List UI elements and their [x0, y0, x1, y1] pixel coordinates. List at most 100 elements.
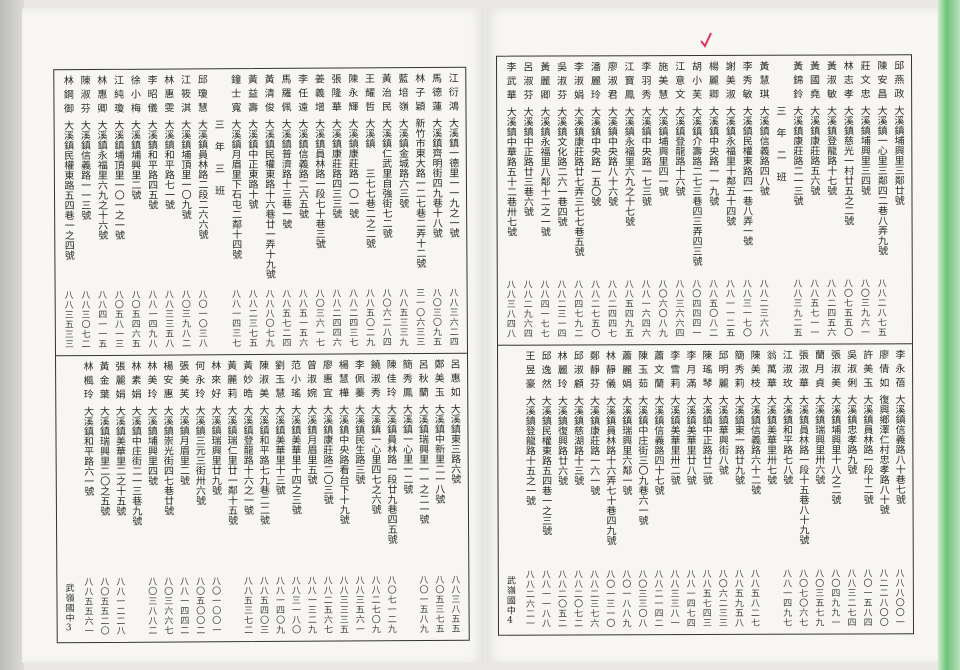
- student-phone: 八八三二七四: [845, 568, 856, 628]
- student-name: 江意文: [672, 61, 684, 104]
- student-name: 江淑玫: [780, 349, 792, 392]
- student-phone: 八八二五六七: [321, 575, 333, 635]
- student-name: 李秀敏: [740, 60, 752, 103]
- directory-entry: 饒淑秀 大溪鎮一心里四七之六號 八八二七〇九: [365, 354, 383, 640]
- directory-entry: 林楓玲 大溪鎮和平路六一號 八八五五六一: [78, 356, 96, 642]
- directory-entry: 江筱淇 大溪鎮埔頂里一〇九號 八〇三九八二: [175, 69, 193, 354]
- directory-entry: 呂淑芬 大溪鎮中正路廿三巷六號 八八二九六四: [518, 57, 535, 345]
- student-phone: 八〇一三一〇: [604, 569, 615, 629]
- student-phone: 八八三五六一: [353, 575, 364, 635]
- student-phone: 八八三九二五: [791, 278, 802, 338]
- directory-entry: 江純瓊 大溪鎮埔頂里一〇一之一號 八〇五八一三: [108, 70, 126, 355]
- student-address: 大溪鎮月眉里五號: [304, 404, 317, 485]
- student-address: 大溪鎮信義路六十二號: [748, 394, 760, 495]
- student-address: 大溪鎮永福里六九之十六號: [95, 119, 107, 241]
- student-address: 大溪鎮員林路一段十二號: [860, 394, 873, 505]
- directory-section-top: 邱燕政 大溪鎮埔興里三鄰廿號 陳安昌 大溪鎮一心里三鄰四二巷八弄九號 八八二八七五 莊文忠…: [496, 55, 912, 346]
- student-name: 呂惠如: [447, 358, 460, 401]
- student-phone: 八八二四四七: [605, 279, 617, 339]
- directory-entry: 江意文 大溪鎮登龍路十六號 八八三六六四: [670, 56, 687, 344]
- student-address: 大溪鎮美華里十四之三號: [288, 404, 301, 515]
- student-address: 大溪鎮美華里十三號: [272, 404, 285, 495]
- directory-entry: 張美芙 大溪鎮月眉里二號 八八一四四二: [174, 355, 192, 641]
- student-name: 施美慧: [655, 61, 667, 104]
- student-address: 大溪鎮三元三街卅六號: [192, 405, 205, 506]
- student-name: 王耀哲: [362, 73, 374, 116]
- student-name: 陳淑美: [256, 359, 268, 403]
- directory-entry: 黃慧琪 大溪鎮信義路四八號 八八二三六八: [754, 56, 771, 344]
- student-phone: 八〇七一二九: [385, 575, 396, 635]
- left-page: 江衍鴻 大溪鎮一德里一一九之一號 八八三六二四 馬德蓮 大溪鎮齊明街四九巷十八號 八〇三〇…: [22, 8, 484, 663]
- student-address: 大溪鎮康莊路一〇一號: [346, 118, 358, 219]
- directory-entry: 王耀哲 大溪鎮 三七七巷二之二號 八八五〇二九: [359, 68, 377, 353]
- student-address: 大溪鎮中央路八十六號: [605, 106, 617, 207]
- student-phone: 八〇三六一七: [313, 288, 324, 348]
- directory-entry: 鐘士寬 大溪鎮月眉里下石屯二鄰十四號 八八一四三七: [226, 69, 244, 354]
- student-name: 陳佳玲: [384, 359, 396, 402]
- student-address: 大溪鎮一心里一二號: [400, 404, 412, 495]
- student-name: 李羽秀: [638, 61, 651, 104]
- directory-entry: 李昭儀 大溪鎮和平路四五號 八八一四九八: [142, 70, 160, 355]
- directory-entry: 范小瑤 大溪鎮美華里十四之三號 八八三一八〇: [285, 355, 303, 641]
- student-address: 大溪鎮永福里八鄰十二之一號: [537, 106, 550, 237]
- student-address: 大溪鎮中央路一七三號: [639, 106, 651, 207]
- student-address: 大溪鎮登龍路十七號: [824, 105, 836, 196]
- student-name: 張隆華: [329, 73, 341, 116]
- student-phone: 八八一六四六: [639, 279, 650, 339]
- directory-entry: 黃治民 大溪鎮仁武里自強街七二號 八〇六二八四: [376, 68, 394, 353]
- directory-entry: 邱明麗 大溪鎮華興街八號 八〇六二三三: [713, 345, 730, 634]
- student-name: 李任遠: [295, 73, 307, 116]
- student-address: 大溪鎮民權東路五四巷一之三號: [539, 395, 551, 536]
- student-name: 鄭美玉: [431, 358, 444, 401]
- student-phone: 八八一四九八: [146, 289, 157, 349]
- student-name: 李昭儀: [144, 74, 157, 117]
- student-name: 林麗玲: [555, 350, 567, 393]
- student-name: 林來好: [208, 360, 220, 403]
- student-address: 大溪鎮瑞興里卅六號: [812, 394, 824, 485]
- student-phone: 八八四一一五: [96, 290, 107, 350]
- student-name: 蘭月貞: [812, 349, 824, 392]
- directory-entry: 簡秀莉 大溪鎮東一路廿九號 八八五九五八: [729, 345, 746, 634]
- student-name: 蕭麗娟: [619, 350, 631, 393]
- directory-entry: 李秀敏 大溪鎮民權東路四一巷八弄一號 八八三一七〇: [737, 56, 754, 344]
- student-name: 江衍鴻: [446, 72, 458, 115]
- directory-entry: 楊麗卿 大溪鎮中央路一一九號 八八五〇八二: [703, 56, 720, 344]
- student-address: 大溪鎮中央路看台下十九號: [336, 404, 349, 525]
- book-spine: [0, 0, 24, 670]
- directory-entry: 許美玉 大溪鎮員林路一段十二號 八〇一五八四: [858, 344, 875, 633]
- student-phone: 八八二六二一: [523, 569, 534, 629]
- student-phone: 八八五七四三: [700, 569, 711, 629]
- directory-entry: 林美玲 大溪鎮埔興里四號 八〇三八八二: [142, 356, 160, 642]
- student-name: 林美玲: [144, 360, 157, 403]
- student-name: 馬德蓮: [429, 72, 441, 115]
- directory-entry: 鄭靜芬 大溪鎮康莊路一六一號 八八二三七六: [584, 345, 601, 634]
- student-address: 大溪鎮康莊路廿七弄三七七巷五號: [571, 106, 584, 257]
- student-phone: 八八二四四六: [330, 288, 341, 348]
- student-phone: 八八三三五八: [163, 289, 174, 349]
- student-name: 李月滿: [683, 350, 695, 393]
- student-name: 范小瑤: [288, 359, 300, 402]
- student-address: 大溪鎮康莊路二一三號: [790, 105, 803, 206]
- directory-entry: 林鋼御 大溪鎮民權東路五四巷一之四號 八八三五三三: [58, 70, 76, 355]
- student-address: 大溪鎮埔頂里一〇九號: [178, 119, 191, 220]
- footer-school: 武嶺國中: [504, 575, 515, 616]
- student-address: 大溪鎮和平路六一號: [81, 406, 93, 497]
- directory-entry: 李羽秀大溪鎮中央路一七三號八八一六四六: [636, 56, 653, 344]
- student-phone: 八八三〇七二: [79, 290, 90, 350]
- directory-entry: 廖倩如 復興鄉澤仁村忠孝路八十號 八二二八〇〇: [874, 344, 891, 633]
- student-phone: 八八五三七二: [241, 576, 253, 636]
- student-phone: 八八二三六八: [757, 278, 768, 338]
- directory-entry: 邱瓊慧 大溪鎮員林路二段二六六號 八〇一〇三八: [192, 69, 210, 354]
- directory-entry: 姜義增 大溪鎮員林路一段七十巷三號 八〇三六一七: [309, 69, 327, 354]
- directory-entry: 胡小芙 大溪鎮介壽路二七三巷四三弄四三號 八〇四四四一: [686, 56, 703, 344]
- student-name: 陳淑芬: [78, 75, 90, 118]
- directory-entry: 蕭文蘭 大溪鎮信義路四十七號 八八二一四二: [649, 345, 666, 634]
- student-address: 大溪鎮慈湖路十三號: [571, 395, 583, 486]
- directory-entry: 李雪莉 大溪鎮美華里卅二號 八八三三八一: [665, 345, 682, 634]
- student-address: 大溪鎮員林路一段十五巷八十九號: [796, 394, 809, 545]
- student-address: 大溪鎮信義路四八號: [757, 105, 769, 196]
- student-phone: 八〇一五八四: [861, 568, 872, 628]
- directory-entry: 潘麗玲 大溪鎮中央路一五〇號 八八二七五〇: [585, 56, 602, 344]
- student-address: 大溪鎮一德里一一九之一號: [446, 117, 459, 238]
- directory-entry: 陳佳玲 大溪鎮員林路一段廿九巷四五號 八〇七一二九: [381, 354, 399, 640]
